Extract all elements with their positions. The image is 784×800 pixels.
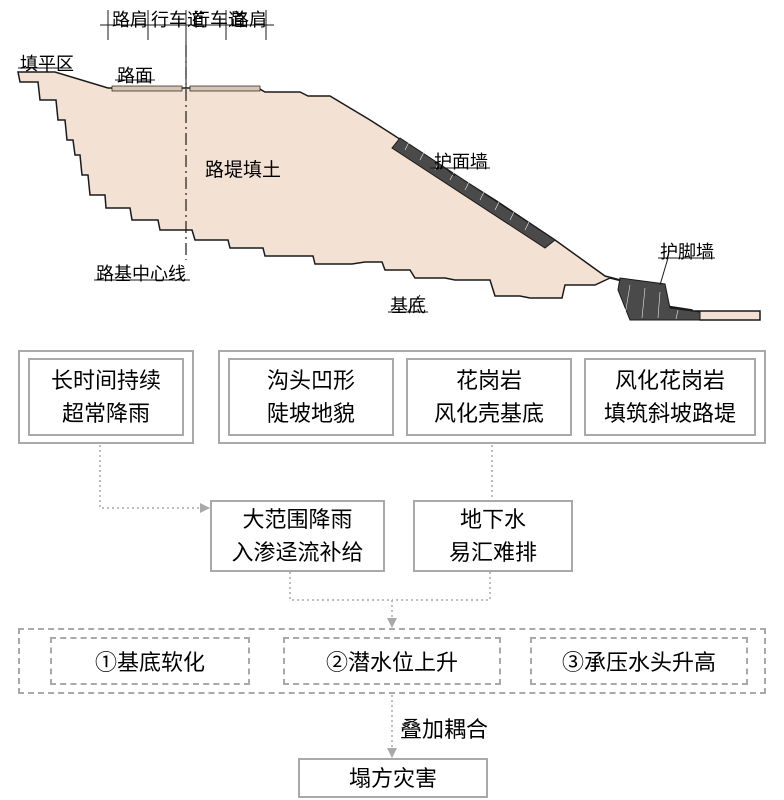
box-groundwater: 地下水 易汇难排	[413, 500, 573, 572]
box-result-text: 塌方灾害	[349, 762, 437, 795]
fill-zone-label: 填平区	[20, 50, 74, 76]
box-terrain: 沟头凹形 陡坡地貌	[228, 358, 394, 436]
box-rainfall-text: 长时间持续 超常降雨	[51, 364, 161, 430]
embankment-fill-label: 路堤填土	[205, 155, 281, 182]
base-label: 基底	[390, 292, 426, 318]
box-result: 塌方灾害	[298, 758, 488, 798]
box-softening: ①基底软化	[50, 637, 250, 685]
box-groundwater-text: 地下水 易汇难排	[449, 503, 537, 569]
box-watertable-text: ②潜水位上升	[326, 645, 458, 677]
road-surface-label: 路面	[117, 62, 153, 88]
facing-wall-label: 护面墙	[434, 148, 488, 174]
box-watertable: ②潜水位上升	[283, 637, 501, 685]
box-rainfall: 长时间持续 超常降雨	[28, 358, 184, 436]
box-pressure: ③承压水头升高	[530, 637, 748, 685]
box-infiltration-text: 大范围降雨 入渗迳流补给	[231, 503, 363, 569]
box-softening-text: ①基底软化	[95, 645, 205, 677]
centerline-label: 路基中心线	[96, 260, 186, 286]
toe-wall-label: 护脚墙	[660, 238, 714, 264]
box-pressure-text: ③承压水头升高	[562, 645, 716, 677]
combine-label: 叠加耦合	[400, 712, 488, 744]
box-granite-base: 花岗岩 风化壳基底	[406, 358, 572, 436]
road-surface-right	[190, 86, 260, 91]
toe-wall-shape	[618, 278, 700, 320]
shoulder-right-label: 路肩	[231, 6, 267, 32]
box-infiltration: 大范围降雨 入渗迳流补给	[210, 500, 385, 572]
box-granite-base-text: 花岗岩 风化壳基底	[434, 364, 544, 430]
shoulder-left-label: 路肩	[112, 6, 148, 32]
box-weathered-fill: 风化花岗岩 填筑斜坡路堤	[584, 358, 756, 436]
box-weathered-fill-text: 风化花岗岩 填筑斜坡路堤	[604, 364, 736, 430]
box-terrain-text: 沟头凹形 陡坡地貌	[267, 364, 355, 430]
